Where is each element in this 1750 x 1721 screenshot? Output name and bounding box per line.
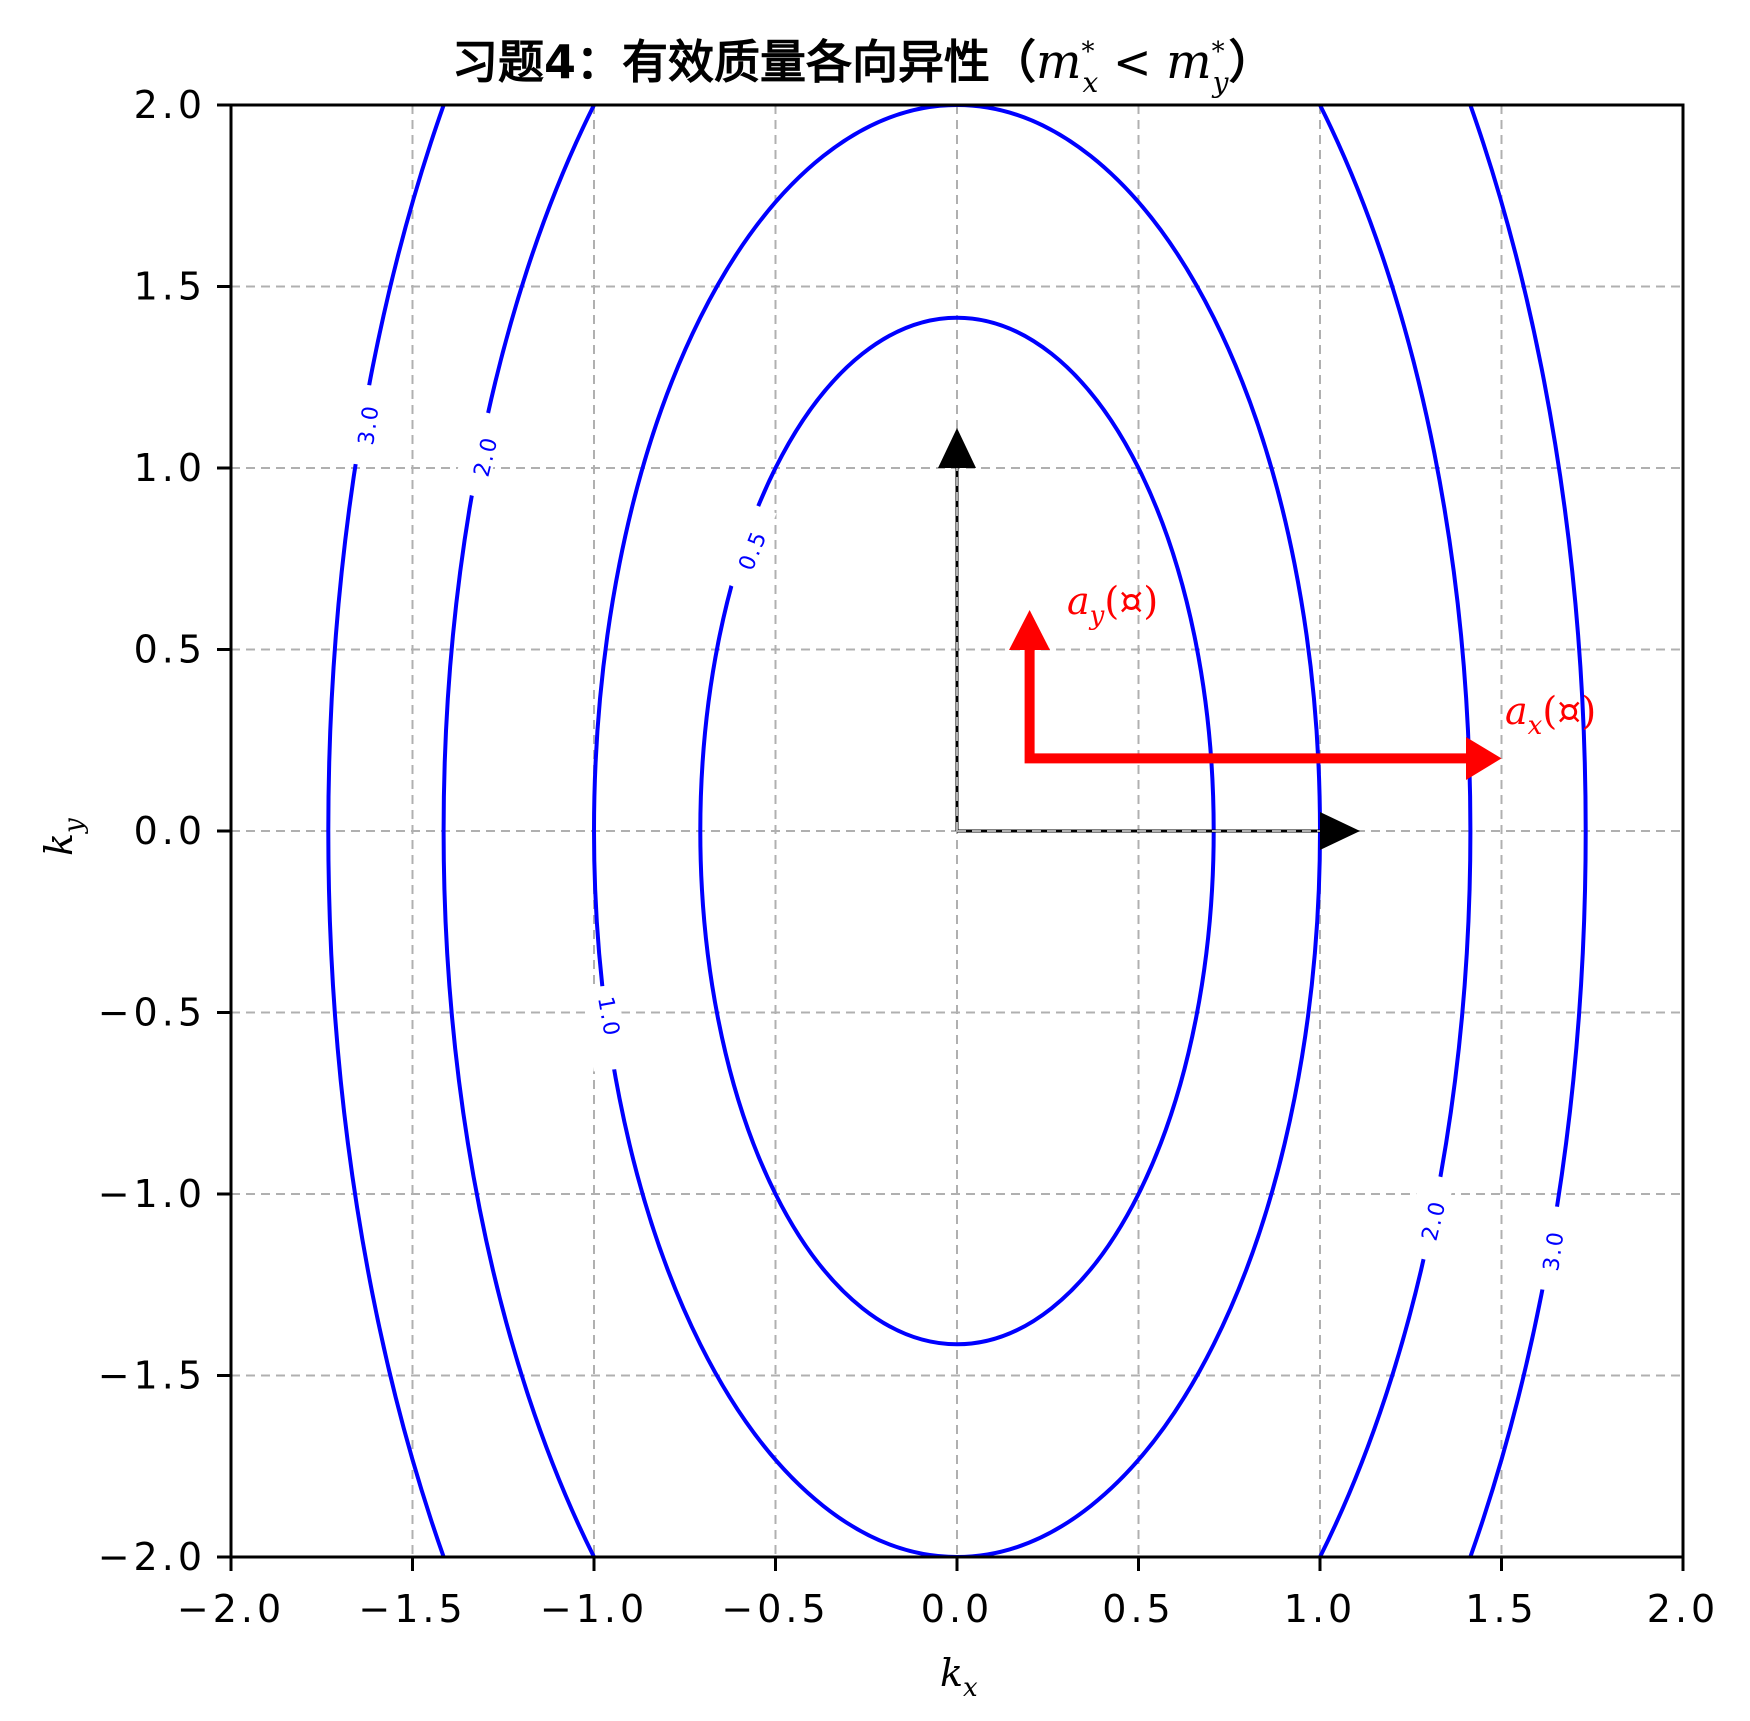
svg-text:0.5: 0.5 — [134, 628, 206, 672]
black-arrows — [938, 428, 1360, 850]
x-tick-labels: −2.0 −1.5 −1.0 −0.5 0.0 0.5 1.0 1.5 2.0 — [177, 1587, 1719, 1631]
arrowhead-right-icon — [1320, 812, 1360, 850]
y-axis-label: ky — [37, 818, 89, 856]
svg-text:−2.0: −2.0 — [177, 1587, 285, 1631]
svg-text:1.0: 1.0 — [1284, 1587, 1356, 1631]
svg-text:0.5: 0.5 — [1102, 1587, 1174, 1631]
y-tick-labels: 2.0 1.5 1.0 0.5 0.0 −0.5 −1.0 −1.5 −2.0 — [98, 83, 206, 1579]
contour-labels: 3.0 2.0 0.5 1.0 2.0 3.0 — [342, 383, 1572, 1292]
chart-title: 习题4：有效质量各向异性（m* x < m* y） — [452, 34, 1274, 99]
red-arrowhead-right-icon — [1466, 737, 1502, 780]
red-arrowhead-up-icon — [1009, 610, 1050, 650]
svg-text:1.0: 1.0 — [134, 446, 206, 490]
svg-text:−2.0: −2.0 — [98, 1535, 206, 1579]
contour-2.0 — [441, 105, 1473, 1557]
svg-text:3.0: 3.0 — [354, 403, 384, 447]
svg-text:1.5: 1.5 — [134, 265, 206, 309]
svg-text:−1.5: −1.5 — [98, 1354, 206, 1398]
contour-3.0 — [326, 105, 1588, 1557]
svg-text:−1.5: −1.5 — [358, 1587, 466, 1631]
svg-text:2.0: 2.0 — [134, 83, 206, 127]
red-arrows — [1009, 610, 1502, 780]
annotation-ax: ax(¤) — [1505, 689, 1596, 741]
svg-text:−0.5: −0.5 — [721, 1587, 829, 1631]
svg-text:3.0: 3.0 — [1539, 1229, 1569, 1273]
svg-text:2.0: 2.0 — [1647, 1587, 1719, 1631]
svg-text:−0.5: −0.5 — [98, 991, 206, 1035]
svg-text:−1.0: −1.0 — [540, 1587, 648, 1631]
arrowhead-up-icon — [938, 428, 976, 468]
ticks — [217, 103, 1685, 1571]
svg-text:−1.0: −1.0 — [98, 1172, 206, 1216]
svg-text:0.0: 0.0 — [921, 1587, 993, 1631]
x-axis-label: kx — [940, 1651, 978, 1703]
annotation-ay: ay(¤) — [1067, 579, 1158, 631]
svg-text:1.5: 1.5 — [1465, 1587, 1537, 1631]
svg-text:0.0: 0.0 — [134, 809, 206, 853]
